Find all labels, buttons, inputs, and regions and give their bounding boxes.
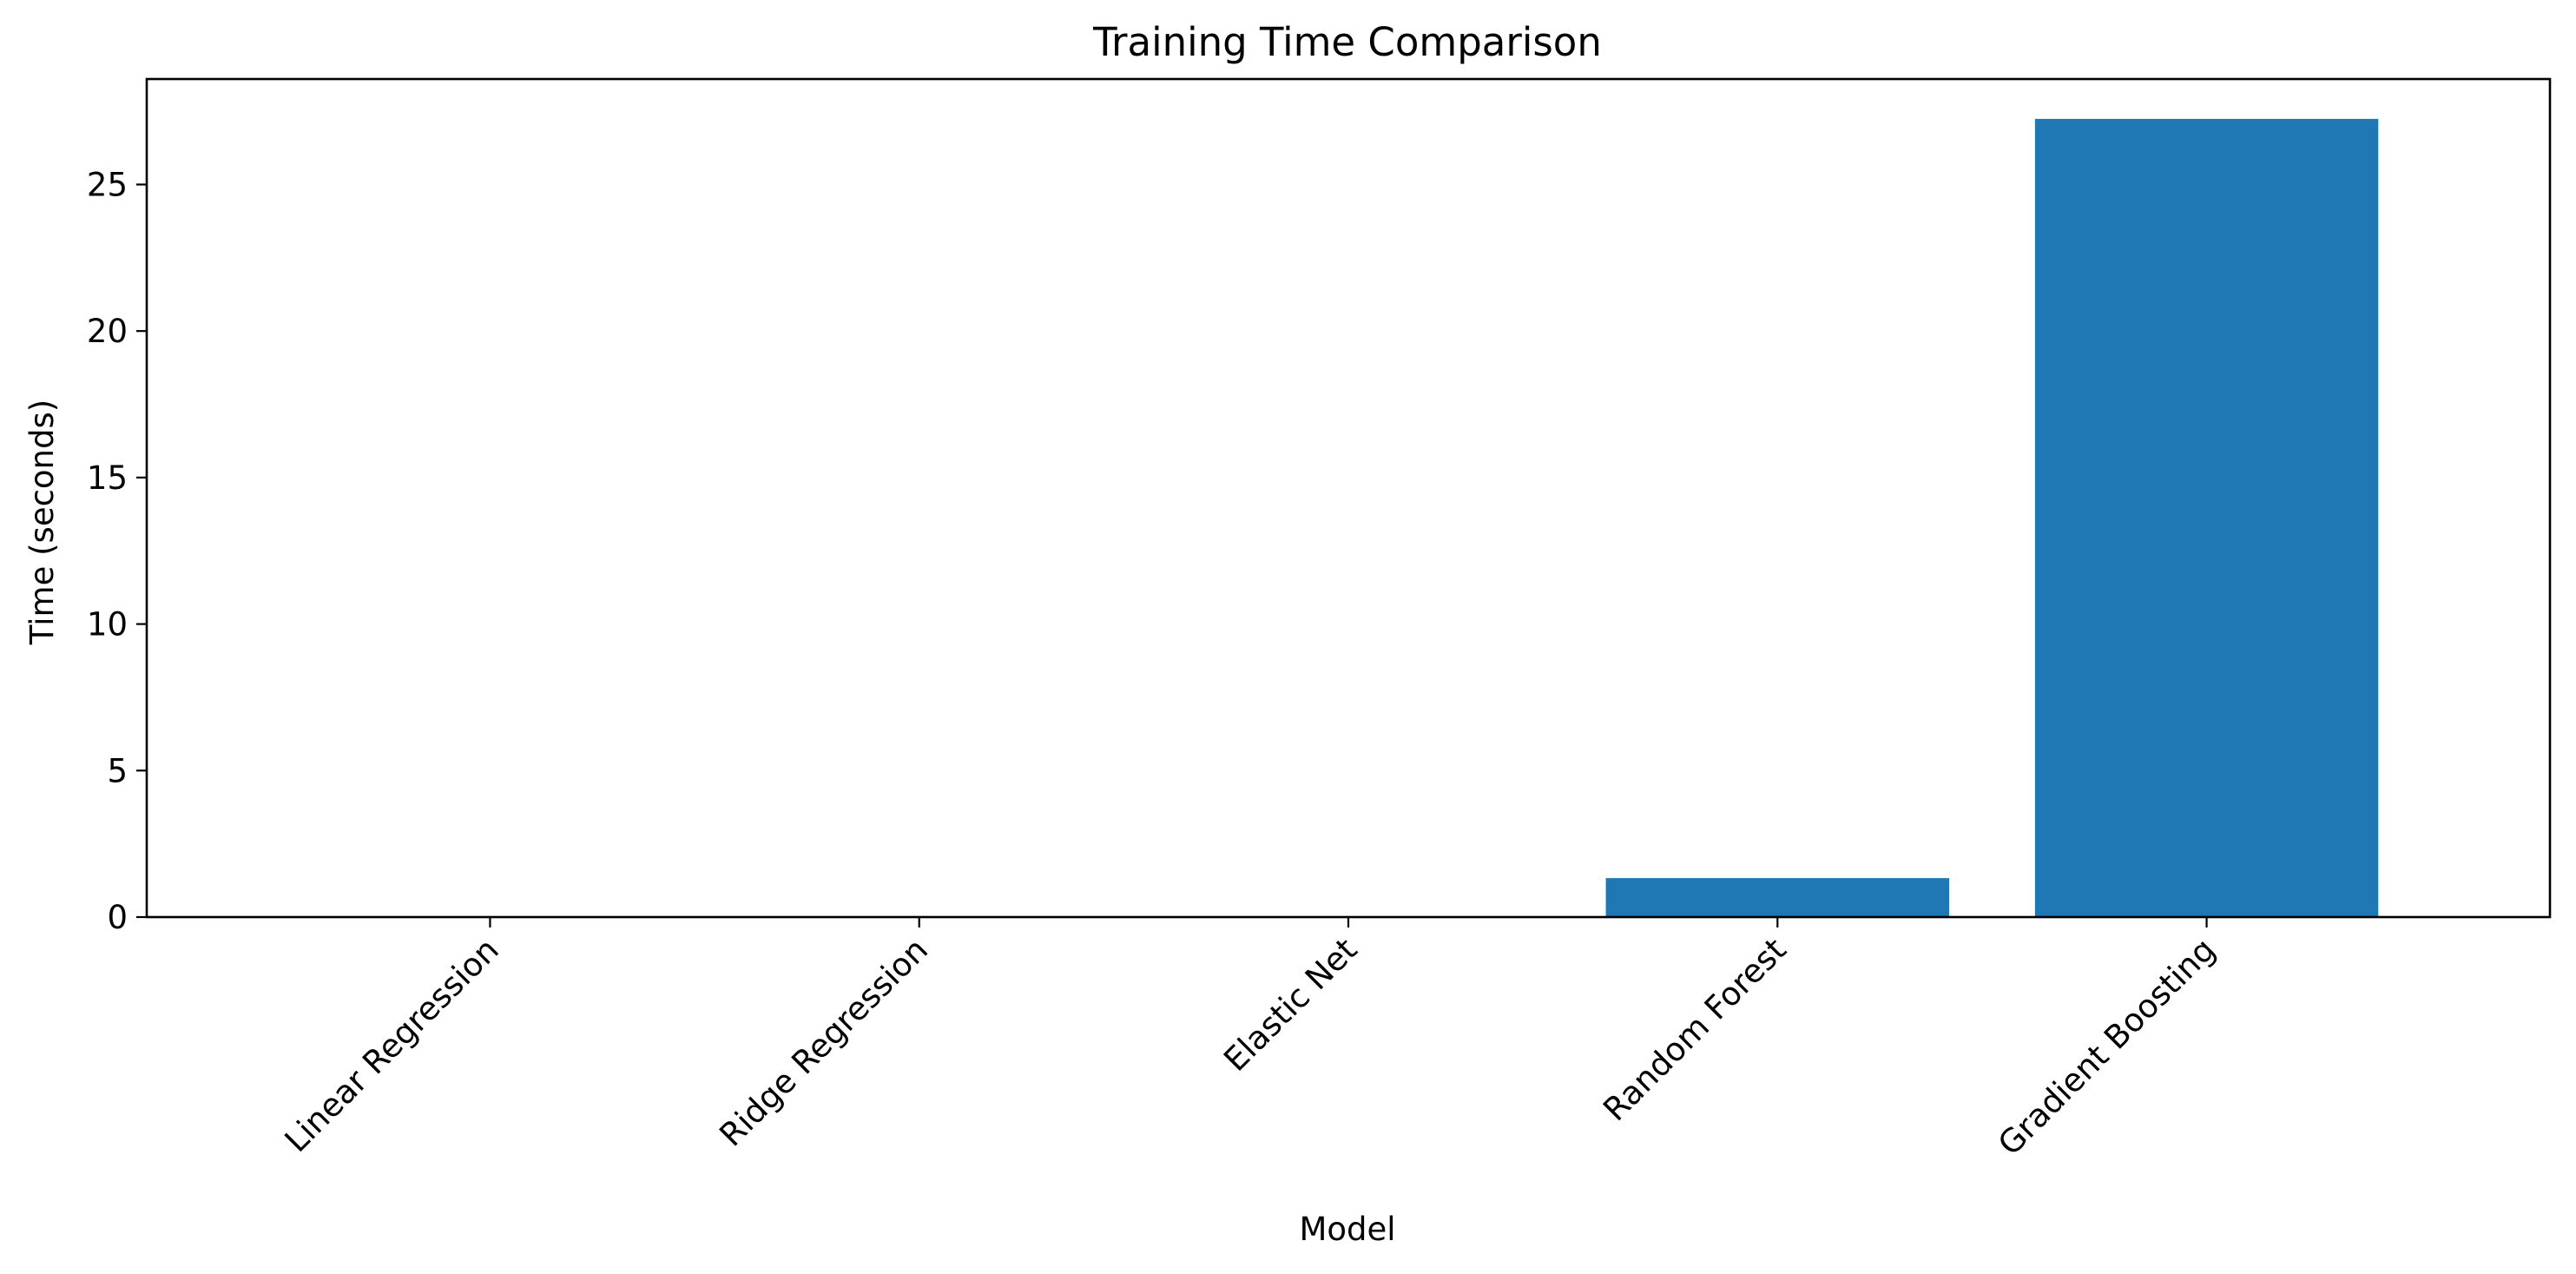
chart-title: Training Time Comparison bbox=[1092, 19, 1602, 65]
x-axis-label: Model bbox=[1299, 1211, 1395, 1248]
y-tick-label: 25 bbox=[87, 166, 128, 203]
y-tick-label: 10 bbox=[87, 606, 128, 644]
y-tick-label: 20 bbox=[87, 313, 128, 350]
y-tick-label: 5 bbox=[107, 752, 128, 789]
bars-group bbox=[318, 118, 2379, 917]
bar-random-forest bbox=[1605, 878, 1949, 917]
bar-gradient-boosting bbox=[2034, 118, 2379, 917]
y-axis-label: Time (seconds) bbox=[23, 399, 61, 645]
y-tick-label: 0 bbox=[107, 899, 128, 936]
y-axis: 0 5 10 15 20 25 bbox=[87, 166, 147, 936]
y-tick-label: 15 bbox=[87, 459, 128, 497]
plot-frame bbox=[145, 77, 2552, 919]
